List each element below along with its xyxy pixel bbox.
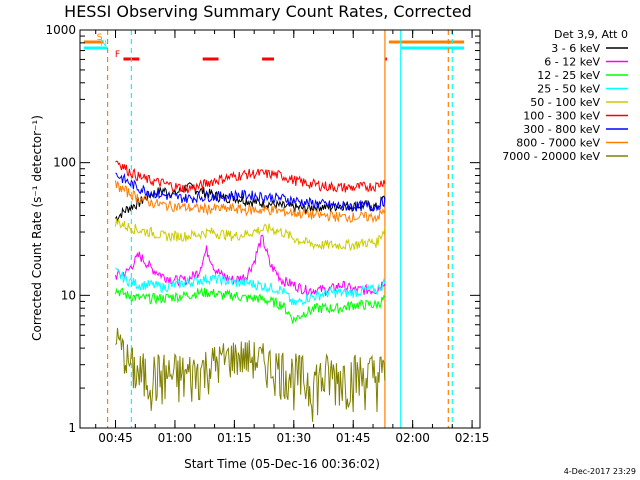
x-tick-label: 02:15 — [455, 431, 490, 445]
series-line — [115, 267, 386, 306]
footer-date: 4-Dec-2017 23:29 — [564, 467, 636, 476]
series-lines — [115, 160, 386, 422]
x-axis-label: Start Time (05-Dec-16 00:36:02) — [184, 457, 380, 471]
legend-label: 7000 - 20000 keV — [502, 150, 600, 163]
legend-label: 3 - 6 keV — [551, 42, 600, 55]
x-tick-label: 00:45 — [98, 431, 133, 445]
series-line — [115, 160, 386, 194]
y-tick-label: 10 — [61, 288, 76, 302]
legend-label: 100 - 300 keV — [523, 110, 600, 123]
legend-title: Det 3,9, Att 0 — [554, 28, 628, 41]
y-axis-label: Corrected Count Rate (s⁻¹ detector⁻¹) — [30, 115, 44, 341]
y-tick-label: 100 — [53, 156, 76, 170]
y-tick-label: 1 — [68, 421, 76, 435]
chart-title: HESSI Observing Summary Count Rates, Cor… — [64, 2, 472, 21]
legend-label: 6 - 12 keV — [544, 56, 600, 69]
flag-label-N: N — [100, 39, 107, 49]
x-tick-label: 01:15 — [217, 431, 252, 445]
x-tick-label: 01:30 — [277, 431, 312, 445]
series-line — [115, 218, 386, 252]
x-tick-label: 01:45 — [336, 431, 371, 445]
flag-bars: SNF — [83, 33, 465, 61]
legend-label: 25 - 50 keV — [537, 83, 600, 96]
legend-label: 12 - 25 keV — [537, 69, 600, 82]
series-line — [115, 327, 386, 422]
series-line — [115, 182, 386, 223]
plot-frame — [79, 29, 481, 429]
series-line — [115, 172, 386, 212]
series-line — [115, 287, 386, 324]
y-tick-label: 1000 — [45, 23, 76, 37]
flag-label-F: F — [115, 50, 120, 60]
legend-label: 800 - 7000 keV — [516, 137, 600, 150]
x-tick-label: 01:00 — [158, 431, 193, 445]
series-line — [115, 180, 386, 224]
legend-label: 50 - 100 keV — [530, 96, 600, 109]
flag-label-S: S — [97, 33, 103, 43]
x-tick-label: 02:00 — [395, 431, 430, 445]
plot-axes: 00:45 01:00 01:15 01:30 01:45 02:00 02:15 1 10 10… — [45, 23, 489, 445]
legend-label: 300 - 800 keV — [523, 123, 600, 136]
series-line — [115, 234, 386, 297]
